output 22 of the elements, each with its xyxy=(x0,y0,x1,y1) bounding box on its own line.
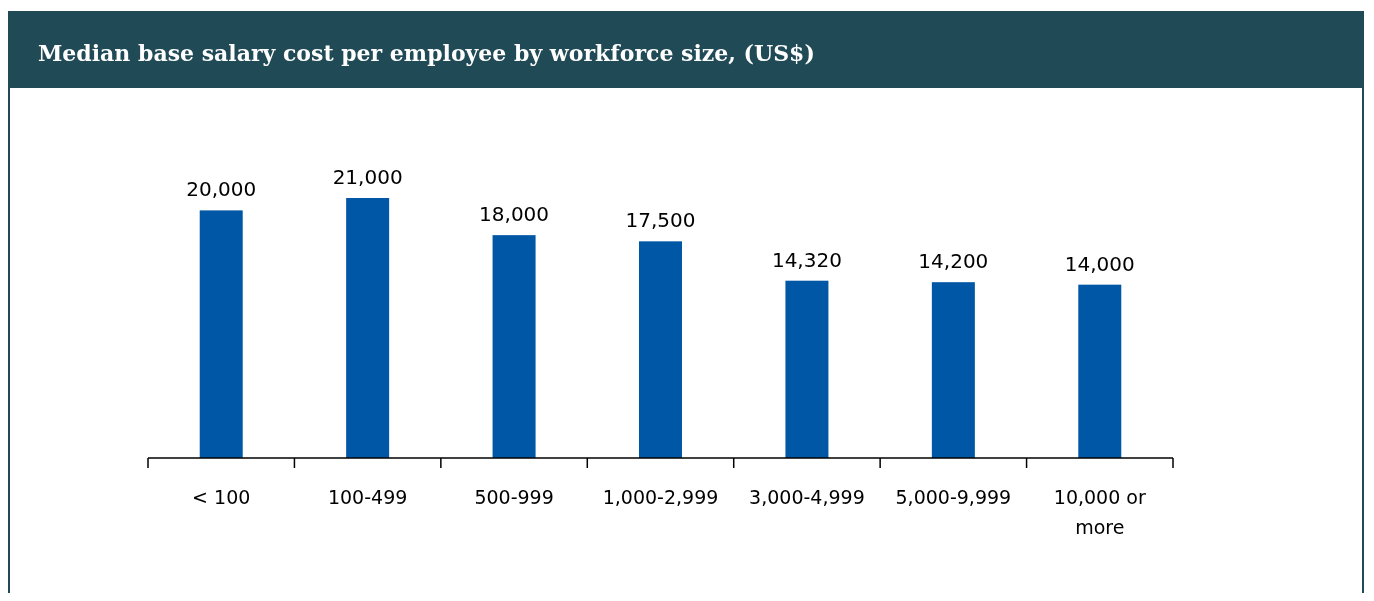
bar xyxy=(346,198,390,458)
x-tick-label: 10,000 or more xyxy=(1053,486,1146,538)
data-label: 17,500 xyxy=(625,208,696,233)
bar xyxy=(492,235,536,458)
bar xyxy=(199,210,243,458)
x-tick-label: 1,000-2,999 xyxy=(602,486,719,508)
data-label: 14,000 xyxy=(1064,251,1135,276)
data-label: 18,000 xyxy=(479,202,550,227)
chart-title: Median base salary cost per employee by workforce size, (US$) xyxy=(38,40,815,66)
bar xyxy=(785,280,829,458)
data-label: 14,320 xyxy=(771,247,842,272)
x-tick-label: < 100 xyxy=(192,486,251,508)
bar xyxy=(931,282,975,458)
data-label: 21,000 xyxy=(332,165,403,189)
x-tick-label: 3,000-4,999 xyxy=(749,486,865,508)
x-tick-label: 5,000-9,999 xyxy=(895,486,1012,508)
x-tick-label: 100-499 xyxy=(327,486,408,508)
data-label: 20,000 xyxy=(186,177,257,202)
x-tick-label: 500-999 xyxy=(474,486,554,508)
bar xyxy=(1078,284,1122,458)
bar xyxy=(639,241,682,458)
data-label: 14,200 xyxy=(918,249,989,274)
